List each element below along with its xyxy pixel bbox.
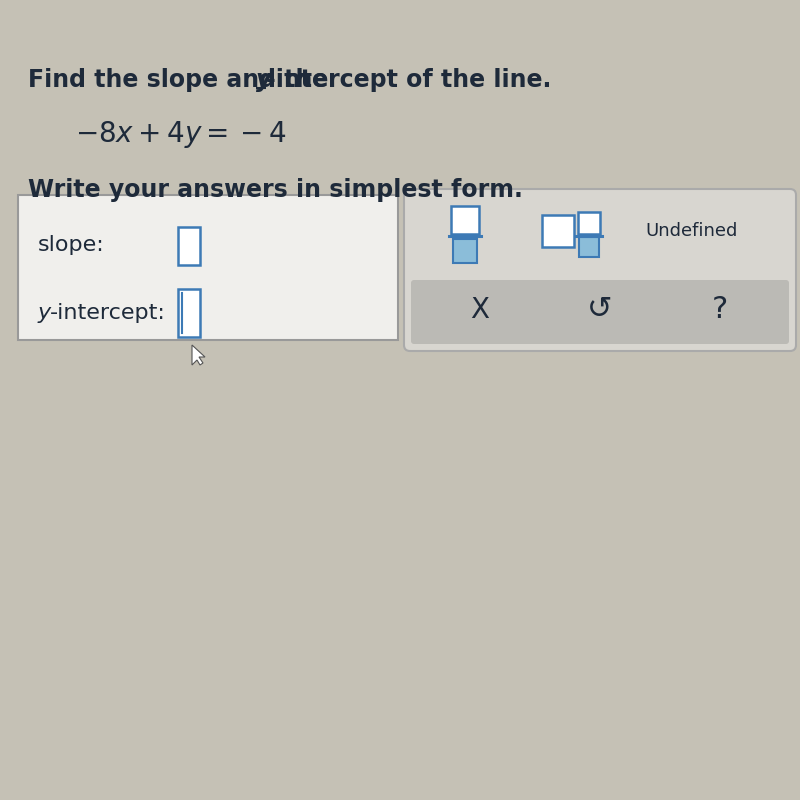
Text: slope:: slope: bbox=[38, 235, 105, 255]
Text: y: y bbox=[256, 68, 271, 92]
Text: -intercept of the line.: -intercept of the line. bbox=[266, 68, 551, 92]
Text: Write your answers in simplest form.: Write your answers in simplest form. bbox=[28, 178, 523, 202]
Text: -intercept:: -intercept: bbox=[50, 303, 166, 323]
Text: $-8x+4y=-4$: $-8x+4y=-4$ bbox=[75, 119, 286, 150]
Text: Undefined: Undefined bbox=[645, 222, 738, 240]
Text: Find the slope and the: Find the slope and the bbox=[28, 68, 337, 92]
Bar bbox=[453, 239, 477, 263]
FancyBboxPatch shape bbox=[404, 189, 796, 351]
Polygon shape bbox=[192, 345, 205, 365]
Bar bbox=[542, 215, 574, 247]
Text: y: y bbox=[38, 303, 51, 323]
Bar bbox=[18, 195, 398, 340]
Bar bbox=[451, 206, 479, 234]
Text: ?: ? bbox=[712, 295, 728, 325]
Text: X: X bbox=[470, 296, 490, 324]
FancyBboxPatch shape bbox=[411, 280, 789, 344]
Bar bbox=[578, 212, 600, 234]
Bar bbox=[579, 237, 599, 257]
Bar bbox=[178, 227, 200, 265]
Text: ↺: ↺ bbox=[587, 295, 613, 325]
Bar bbox=[178, 289, 200, 337]
